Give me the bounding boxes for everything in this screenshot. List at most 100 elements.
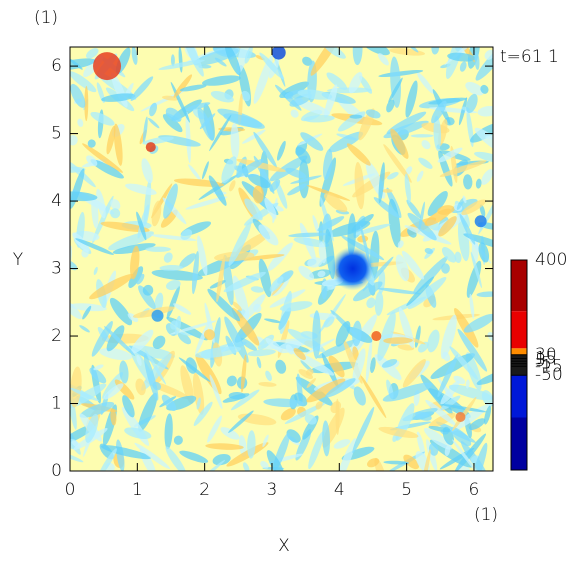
field-streak [287, 183, 307, 196]
y-tick-label: 5 [51, 124, 62, 144]
field-streak [285, 167, 307, 179]
field-streak [84, 85, 89, 122]
field-streak [353, 386, 366, 406]
field-streak [152, 335, 166, 350]
field-streak [224, 316, 249, 363]
field-streak [197, 107, 214, 141]
field-streak [416, 431, 426, 457]
field-streak [113, 123, 123, 166]
field-streak [448, 384, 493, 401]
field-streak [201, 459, 226, 471]
field-streak [315, 401, 323, 410]
field-streak [485, 135, 493, 140]
field-streak [428, 443, 439, 456]
colorbar-frame [510, 259, 528, 471]
field-streak [163, 252, 173, 263]
field-streak [253, 131, 277, 168]
field-streak [228, 410, 254, 433]
field-streak [70, 260, 78, 271]
field-streak [308, 431, 324, 470]
x-axis-label: X [278, 536, 290, 556]
field-streak [374, 291, 384, 316]
field-streak [381, 358, 398, 368]
field-streak [100, 445, 152, 460]
plot-frame [69, 46, 494, 472]
field-streak [437, 354, 459, 398]
field-streak [406, 276, 435, 307]
field-streak [236, 231, 270, 255]
field-streak [469, 293, 475, 319]
field-streak [137, 204, 149, 239]
field-streak [354, 162, 365, 210]
field-streak [463, 174, 473, 190]
field-streak [177, 332, 192, 345]
field-streak [148, 117, 160, 129]
field-streak [253, 303, 262, 313]
field-streak [487, 332, 493, 342]
field-streak [402, 359, 426, 388]
field-streak [330, 309, 357, 336]
x-tick-label: 6 [469, 480, 480, 500]
colorbar-tick-label: -5 [535, 354, 552, 374]
colorbar-tick-label: 5 [535, 351, 546, 371]
field-streak [440, 395, 461, 411]
field-streak [79, 401, 115, 418]
colorbar-tick-label: 30 [535, 345, 557, 365]
field-streak [90, 111, 115, 126]
colorbar-band [511, 348, 527, 355]
field-streak [397, 344, 415, 351]
field-streak [149, 102, 158, 117]
y-tick-label: 4 [51, 191, 62, 211]
field-streak [90, 159, 124, 179]
field-streak [185, 111, 191, 164]
field-streak [324, 193, 348, 213]
field-streak [474, 127, 493, 155]
y-tick-label: 6 [51, 56, 62, 76]
field-streak [99, 348, 133, 361]
field-streak [173, 74, 193, 98]
field-streak [258, 258, 272, 298]
field-streak [89, 367, 107, 384]
field-streak [395, 254, 410, 282]
field-streak [438, 216, 457, 237]
colorbar-band [511, 311, 527, 349]
field-streak [250, 286, 264, 293]
field-streak [195, 346, 242, 359]
field-streak [353, 281, 383, 302]
field-streak [82, 305, 92, 320]
field-streak [102, 372, 123, 399]
field-streak [484, 49, 493, 60]
field-streak [378, 426, 419, 439]
field-streak [258, 382, 277, 387]
field-streak [365, 109, 381, 119]
field-streak [223, 113, 263, 128]
field-streak [386, 99, 395, 113]
field-streak [386, 111, 427, 135]
field-streak [70, 298, 82, 320]
field-streak [401, 250, 425, 280]
field-streak [212, 453, 231, 466]
field-spot [93, 52, 122, 81]
field-streak [174, 315, 182, 336]
field-streak [463, 313, 493, 333]
y-tick-label: 2 [51, 326, 62, 346]
field-streak [410, 134, 434, 138]
field-streak [185, 102, 211, 112]
field-streak [188, 164, 202, 181]
field-streak [159, 265, 184, 271]
field-streak [269, 276, 284, 292]
field-streak [449, 346, 478, 380]
field-streak [403, 454, 419, 470]
field-streak [310, 47, 341, 76]
field-streak [70, 387, 99, 402]
colorbar-tick-label: -50 [535, 365, 563, 385]
field-streak [276, 140, 286, 161]
field-streak [481, 169, 493, 185]
field-streak [221, 156, 237, 184]
field-streak [142, 284, 154, 296]
x-tick-label: 4 [334, 480, 345, 500]
field-streak [151, 269, 203, 281]
x-unit-label: (1) [474, 505, 498, 525]
y-tick-label: 3 [51, 259, 62, 279]
field-streak [141, 158, 153, 184]
